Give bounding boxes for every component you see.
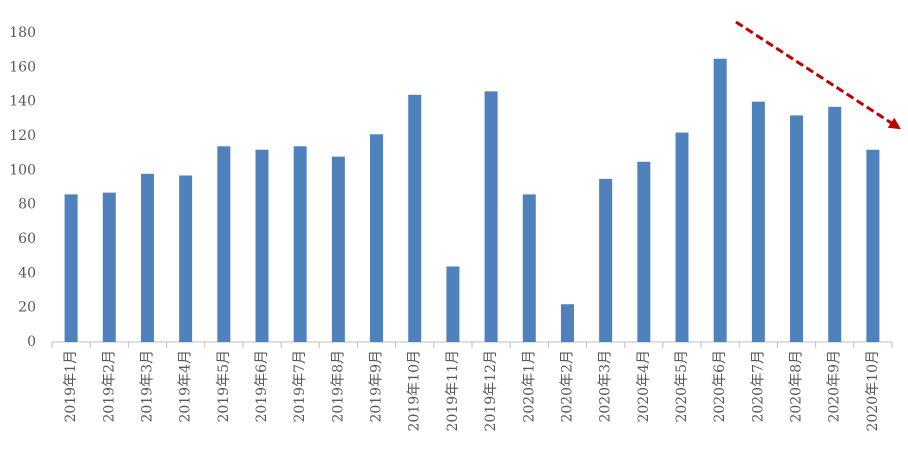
bar [408, 94, 422, 342]
bar [179, 175, 193, 342]
x-tick-label: 2020年1月 [521, 350, 537, 423]
y-tick-label: 140 [9, 94, 36, 110]
x-tick-label: 2020年10月 [865, 350, 881, 431]
x-tick-label: 2019年8月 [330, 350, 346, 423]
bar [828, 106, 842, 342]
x-tick-label: 2019年2月 [101, 350, 117, 423]
x-tick-label: 2019年1月 [63, 350, 79, 423]
x-tick-label: 2020年9月 [827, 350, 843, 423]
x-tick-label: 2019年5月 [216, 350, 232, 423]
bar [255, 149, 269, 342]
x-tick-label: 2020年6月 [712, 350, 728, 423]
y-tick-label: 40 [18, 265, 36, 281]
x-tick-label: 2019年6月 [254, 350, 270, 423]
x-tick-label: 2019年4月 [178, 350, 194, 423]
x-tick-label: 2020年2月 [559, 350, 575, 423]
bar [751, 101, 765, 343]
bar [217, 146, 231, 342]
bar [675, 132, 689, 342]
bar [370, 134, 384, 342]
y-tick-label: 60 [18, 231, 36, 247]
bar [64, 194, 78, 342]
y-tick-label: 180 [9, 25, 36, 41]
x-tick-label: 2019年10月 [407, 350, 423, 431]
x-tick-label: 2019年12月 [483, 350, 499, 431]
x-tick-label: 2019年9月 [369, 350, 385, 423]
bar [560, 304, 574, 342]
x-tick-label: 2020年5月 [674, 350, 690, 423]
x-tick-label: 2020年7月 [750, 350, 766, 423]
y-tick-label: 160 [9, 59, 36, 75]
trend-arrow [735, 20, 902, 130]
y-tick-label: 0 [27, 334, 36, 350]
bar [140, 173, 154, 342]
bar [637, 161, 651, 342]
x-tick-label: 2019年3月 [139, 350, 155, 423]
bar [790, 115, 804, 343]
bar [599, 178, 613, 342]
y-tick-label: 120 [9, 128, 36, 144]
y-tick-label: 80 [18, 197, 36, 213]
bar [522, 194, 536, 342]
x-tick-label: 2020年4月 [636, 350, 652, 423]
bar [293, 146, 307, 342]
y-tick-label: 20 [18, 300, 36, 316]
x-tick-label: 2019年7月 [292, 350, 308, 423]
y-tick-label: 100 [9, 162, 36, 178]
bar [331, 156, 345, 342]
bar [102, 192, 116, 342]
bar [866, 149, 880, 342]
x-tick-label: 2020年3月 [598, 350, 614, 423]
bar [713, 58, 727, 342]
x-tick-label: 2020年8月 [789, 350, 805, 423]
bar [446, 266, 460, 342]
x-tick-label: 2019年11月 [445, 350, 461, 431]
bar [484, 91, 498, 342]
